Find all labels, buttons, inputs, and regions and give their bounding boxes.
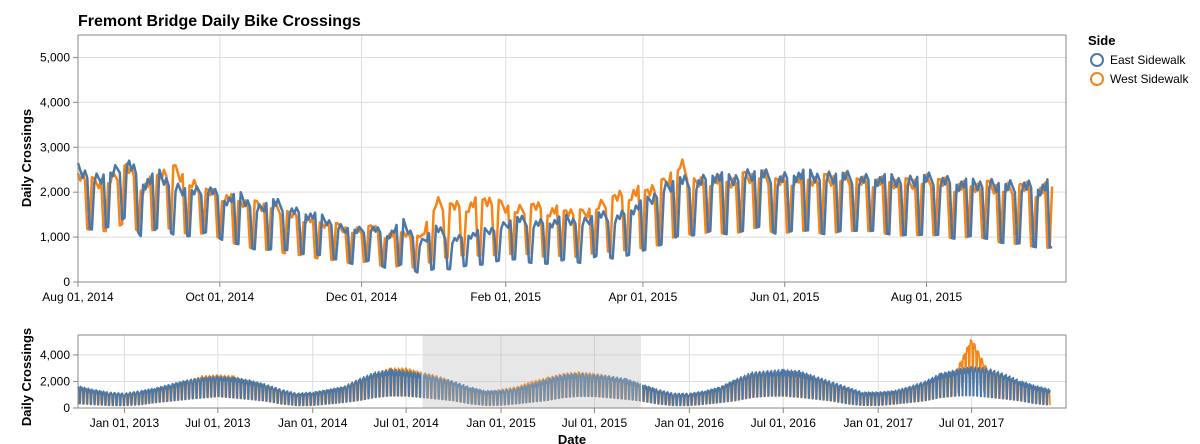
overview-x-axis-title: Date	[558, 432, 586, 444]
detail-gridlines	[77, 35, 1066, 283]
detail-series	[76, 158, 1054, 274]
x-tick-label: Jul 01, 2017	[939, 416, 1005, 430]
legend-title: Side	[1088, 33, 1115, 48]
legend-symbol-west	[1090, 72, 1104, 86]
y-tick-label: 5,000	[40, 50, 70, 64]
overview-x-axis: Jan 01, 2013 Jul 01, 2013 Jan 01, 2014 Jul …	[90, 408, 1005, 430]
legend-label-east: East Sidewalk	[1110, 53, 1186, 67]
legend-item-east[interactable]: East Sidewalk	[1090, 53, 1186, 67]
x-tick-label: Jan 01, 2014	[278, 416, 348, 430]
x-tick-label: Jun 01, 2015	[750, 290, 820, 304]
chart-title: Fremont Bridge Daily Bike Crossings	[78, 13, 361, 30]
y-tick-label: 3,000	[40, 140, 70, 154]
overview-series	[77, 339, 1051, 407]
x-tick-label: Jan 01, 2015	[466, 416, 536, 430]
overview-brush-selection[interactable]	[421, 334, 642, 409]
detail-chart[interactable]: 0 1,000 2,000 3,000 4,000 5,000 Aug 01, 2014 O…	[19, 34, 1067, 304]
y-tick-label: 4,000	[40, 95, 70, 109]
x-tick-label: Jul 01, 2016	[751, 416, 817, 430]
overview-y-axis-title: Daily Crossings	[19, 328, 34, 426]
series-line-east	[76, 159, 1053, 274]
legend-symbol-east	[1090, 53, 1104, 67]
detail-y-axis-title: Daily Crossings	[19, 109, 34, 207]
overview-plot-frame	[77, 334, 1067, 409]
y-tick-label: 1,000	[40, 230, 70, 244]
legend-label-west: West Sidewalk	[1110, 72, 1189, 86]
x-tick-label: Jan 01, 2016	[655, 416, 725, 430]
x-tick-label: Aug 01, 2014	[42, 290, 114, 304]
detail-plot-frame	[77, 34, 1067, 283]
legend: Side East Sidewalk West Sidewalk	[1088, 33, 1189, 86]
detail-x-axis: Aug 01, 2014 Oct 01, 2014 Dec 01, 2014 Feb …	[42, 282, 963, 304]
x-tick-label: Jan 01, 2013	[90, 416, 160, 430]
y-tick-label: 4,000	[40, 348, 70, 362]
y-tick-label: 2,000	[40, 185, 70, 199]
x-tick-label: Oct 01, 2014	[185, 290, 254, 304]
x-tick-label: Feb 01, 2015	[470, 290, 541, 304]
x-tick-label: Dec 01, 2014	[326, 290, 398, 304]
detail-y-axis: 0 1,000 2,000 3,000 4,000 5,000	[40, 50, 78, 289]
y-tick-label: 2,000	[40, 374, 70, 388]
y-tick-label: 0	[63, 275, 70, 289]
x-tick-label: Aug 01, 2015	[891, 290, 963, 304]
x-tick-label: Apr 01, 2015	[609, 290, 678, 304]
x-tick-label: Jul 01, 2013	[185, 416, 251, 430]
overview-y-axis: 0 2,000 4,000	[40, 348, 78, 415]
legend-item-west[interactable]: West Sidewalk	[1090, 72, 1189, 86]
y-tick-label: 0	[63, 401, 70, 415]
x-tick-label: Jan 01, 2017	[843, 416, 913, 430]
series-line-east	[77, 366, 1051, 407]
x-tick-label: Jul 01, 2015	[562, 416, 628, 430]
x-tick-label: Jul 01, 2014	[373, 416, 439, 430]
